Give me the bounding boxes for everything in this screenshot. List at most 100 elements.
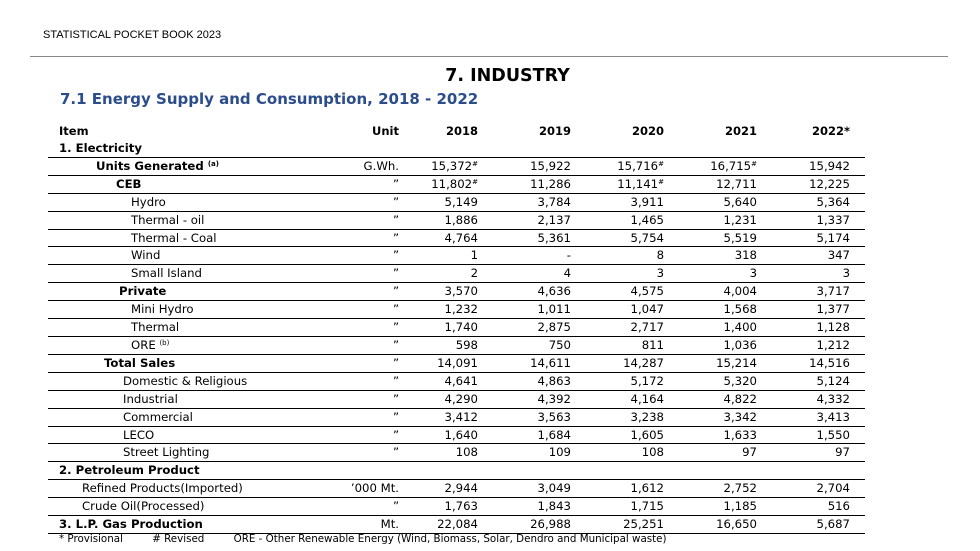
row-label: 2. Petroleum Product xyxy=(59,463,200,478)
value-cell: 5,361 xyxy=(493,229,586,248)
value-cell: 12,711 xyxy=(679,175,772,194)
table-row: Mini Hydro ” 1,232 1,011 1,047 1,568 1,377 xyxy=(48,300,865,320)
value-cell: 14,287 xyxy=(586,354,679,373)
value-cell: 2,752 xyxy=(679,479,772,499)
value-cell: 97 xyxy=(772,443,865,463)
value-cell: 11,141# xyxy=(586,175,679,194)
row-label: Wind xyxy=(131,248,161,263)
value-cell: 516 xyxy=(772,497,865,517)
value-cell: 1,400 xyxy=(679,318,772,337)
value-cell: 1 xyxy=(400,246,493,266)
footnote-marker: (b) xyxy=(159,338,170,347)
table-row: Small Island” 2 4 3 3 3 xyxy=(48,264,865,284)
value-cell: 4,290 xyxy=(400,390,493,409)
value-text: 15,372 xyxy=(431,158,473,173)
unit-cell: ” xyxy=(308,390,400,409)
table-header: Item Unit 2018 2019 2020 2021 2022* xyxy=(48,122,865,140)
row-label-cell: Refined Products(Imported) xyxy=(48,479,308,499)
row-label-cell: Commercial xyxy=(48,408,308,427)
column-header-unit: Unit xyxy=(372,124,399,138)
unit-cell: G.Wh. xyxy=(308,157,400,176)
value-cell: 1,011 xyxy=(493,300,586,320)
value-cell: 1,185 xyxy=(679,497,772,517)
row-label-cell: Domestic & Religious xyxy=(48,372,308,391)
value-cell xyxy=(679,461,772,481)
value-cell: 3,049 xyxy=(493,479,586,499)
row-label-cell: 2. Petroleum Product xyxy=(48,461,308,481)
value-cell: 3,570 xyxy=(400,282,493,302)
value-cell: 4 xyxy=(493,264,586,284)
value-cell: 4,392 xyxy=(493,390,586,409)
value-cell: 11,802# xyxy=(400,175,493,194)
value-cell: 3,717 xyxy=(772,282,865,302)
footnote-marker: (a) xyxy=(207,159,219,168)
value-cell: 1,047 xyxy=(586,300,679,320)
unit-cell: ” xyxy=(308,193,400,212)
row-label: Refined Products(Imported) xyxy=(82,481,243,496)
value-cell: 1,036 xyxy=(679,336,772,355)
value-cell: 5,174 xyxy=(772,229,865,248)
value-cell: 1,465 xyxy=(586,211,679,230)
row-label-cell: Total Sales xyxy=(48,354,308,373)
unit-cell: ” xyxy=(308,300,400,320)
row-label-cell: Mini Hydro xyxy=(48,300,308,320)
table-row: Wind ” 1-8 318 347 xyxy=(48,246,865,266)
value-cell: 5,687 xyxy=(772,515,865,534)
table-body: 1. Electricity Units Generated (a) G.Wh. 15… xyxy=(48,140,865,534)
value-text: 11,802 xyxy=(431,176,473,191)
row-label: Crude Oil(Processed) xyxy=(82,499,205,514)
table-row: 3. L.P. Gas Production Mt. 22,084 26,988 25,… xyxy=(48,515,865,534)
section-title: 7.1 Energy Supply and Consumption, 2018 … xyxy=(60,90,479,108)
revised-marker: # xyxy=(472,159,478,168)
row-label-cell: Hydro xyxy=(48,193,308,212)
row-label-cell: 3. L.P. Gas Production xyxy=(48,515,308,534)
value-text: 11,141 xyxy=(617,176,659,191)
value-cell: - xyxy=(493,246,586,266)
value-cell: 14,091 xyxy=(400,354,493,373)
unit-cell xyxy=(308,461,400,481)
value-cell: 1,886 xyxy=(400,211,493,230)
row-label: Thermal - oil xyxy=(131,212,205,227)
row-label: 3. L.P. Gas Production xyxy=(59,517,203,532)
row-label-cell: Wind xyxy=(48,246,308,266)
value-cell: 3,911 xyxy=(586,193,679,212)
row-label-cell: Units Generated (a) xyxy=(48,157,308,176)
value-cell: 5,149 xyxy=(400,193,493,212)
value-cell: 1,605 xyxy=(586,426,679,445)
footnote-revised: # Revised xyxy=(152,533,205,545)
row-label: Domestic & Religious xyxy=(123,373,248,388)
value-cell xyxy=(679,140,772,158)
value-cell: 750 xyxy=(493,336,586,355)
value-cell: 4,636 xyxy=(493,282,586,302)
table-row: Hydro ” 5,149 3,784 3,911 5,640 5,364 xyxy=(48,193,865,212)
value-cell: 5,640 xyxy=(679,193,772,212)
row-label: Thermal - Coal xyxy=(131,230,217,245)
value-cell: 4,641 xyxy=(400,372,493,391)
value-cell: 598 xyxy=(400,336,493,355)
value-cell: 2,944 xyxy=(400,479,493,499)
revised-marker: # xyxy=(658,159,664,168)
value-cell: 1,377 xyxy=(772,300,865,320)
row-label: Thermal xyxy=(131,320,180,335)
table-row: CEB” 11,802# 11,286 11,141# 12,711 12,225 xyxy=(48,175,865,194)
value-cell: 14,516 xyxy=(772,354,865,373)
value-cell: 1,640 xyxy=(400,426,493,445)
value-cell: 4,164 xyxy=(586,390,679,409)
column-header-year: 2019 xyxy=(538,124,571,138)
table-row: Private ” 3,570 4,636 4,575 4,004 3,717 xyxy=(48,282,865,302)
table-row: Domestic & Religious ” 4,641 4,863 5,172 5,32… xyxy=(48,372,865,391)
value-cell: 16,650 xyxy=(679,515,772,534)
value-cell: 1,568 xyxy=(679,300,772,320)
row-label: Total Sales xyxy=(104,355,176,370)
value-cell: 15,716# xyxy=(586,157,679,176)
value-cell: 3,563 xyxy=(493,408,586,427)
row-label: Commercial xyxy=(123,409,193,424)
value-cell: 109 xyxy=(493,443,586,463)
value-cell: 318 xyxy=(679,246,772,266)
value-cell: 4,575 xyxy=(586,282,679,302)
row-label-cell: Thermal - oil xyxy=(48,211,308,230)
value-cell: 26,988 xyxy=(493,515,586,534)
row-label-cell: ORE (b) xyxy=(48,336,308,355)
value-cell xyxy=(772,461,865,481)
value-cell: 5,124 xyxy=(772,372,865,391)
